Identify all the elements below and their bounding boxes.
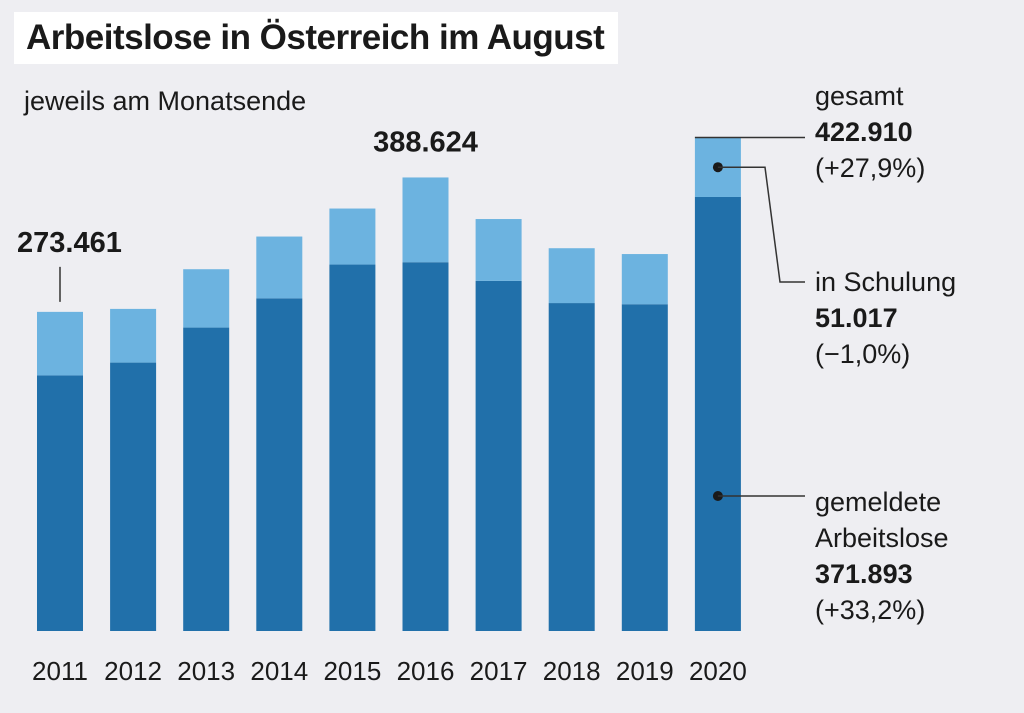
bar-2015-schulung (329, 208, 376, 265)
bar-2019-gemeldet (621, 304, 668, 631)
bars-group (37, 137, 741, 632)
x-tick-labels: 2011 2012 2013 2014 2015 2016 2017 2018 2019 2020 (32, 656, 747, 686)
x-tick-label: 2014 (250, 656, 308, 686)
bar-2017-schulung (475, 219, 522, 281)
x-tick-label: 2017 (470, 656, 528, 686)
annotation-total-change: (+27,9%) (815, 153, 926, 183)
x-tick-label: 2013 (177, 656, 235, 686)
bar-2011-gemeldet (37, 375, 83, 631)
annotation-leaders (694, 136, 805, 501)
value-label: 273.461 (17, 227, 122, 259)
annotation-registered-value: 371.893 (815, 559, 913, 589)
annotation-training-value: 51.017 (815, 303, 898, 333)
value-label: 388.624 (373, 126, 478, 158)
x-tick-label: 2020 (689, 656, 747, 686)
bar-2014-gemeldet (256, 298, 303, 631)
x-tick-label: 2018 (543, 656, 601, 686)
annotation-total-value: 422.910 (815, 117, 913, 147)
annotation-registered-change: (+33,2%) (815, 595, 926, 625)
bar-2012-schulung (110, 308, 157, 363)
bar-2019-schulung (621, 254, 668, 305)
annotation-training-change: (−1,0%) (815, 339, 911, 369)
bar-2013-schulung (183, 269, 230, 328)
bar-2013-gemeldet (183, 327, 230, 631)
bar-2018-schulung (548, 248, 595, 304)
value-labels: 273.461 388.624 (17, 126, 478, 302)
bar-2012-gemeldet (110, 362, 157, 631)
annotation-total: gesamt 422.910 (+27,9%) (815, 78, 925, 186)
bar-2011-schulung (37, 311, 83, 376)
bar-2014-schulung (256, 236, 303, 299)
annotation-registered: gemeldete Arbeitslose 371.893 (+33,2%) (815, 484, 949, 628)
bar-2020-gemeldet (694, 196, 741, 632)
bar-2016-schulung (402, 177, 449, 263)
x-tick-label: 2016 (397, 656, 455, 686)
bar-2017-gemeldet (475, 280, 522, 631)
x-tick-label: 2019 (616, 656, 674, 686)
annotation-training-label: in Schulung (815, 267, 957, 297)
annotation-registered-label2: Arbeitslose (815, 523, 949, 553)
chart-title: Arbeitslose in Österreich im August (14, 12, 619, 64)
chart-subtitle: jeweils am Monatsende (24, 86, 307, 116)
bar-2018-gemeldet (548, 303, 595, 631)
training-leader (717, 166, 805, 283)
annotation-training: in Schulung 51.017 (−1,0%) (815, 264, 956, 372)
x-tick-label: 2012 (104, 656, 162, 686)
annotation-total-label: gesamt (815, 81, 904, 111)
x-tick-label: 2011 (32, 656, 88, 686)
annotation-registered-label1: gemeldete (815, 487, 942, 517)
bar-2015-gemeldet (329, 264, 376, 631)
x-tick-label: 2015 (323, 656, 381, 686)
bar-2016-gemeldet (402, 262, 449, 631)
